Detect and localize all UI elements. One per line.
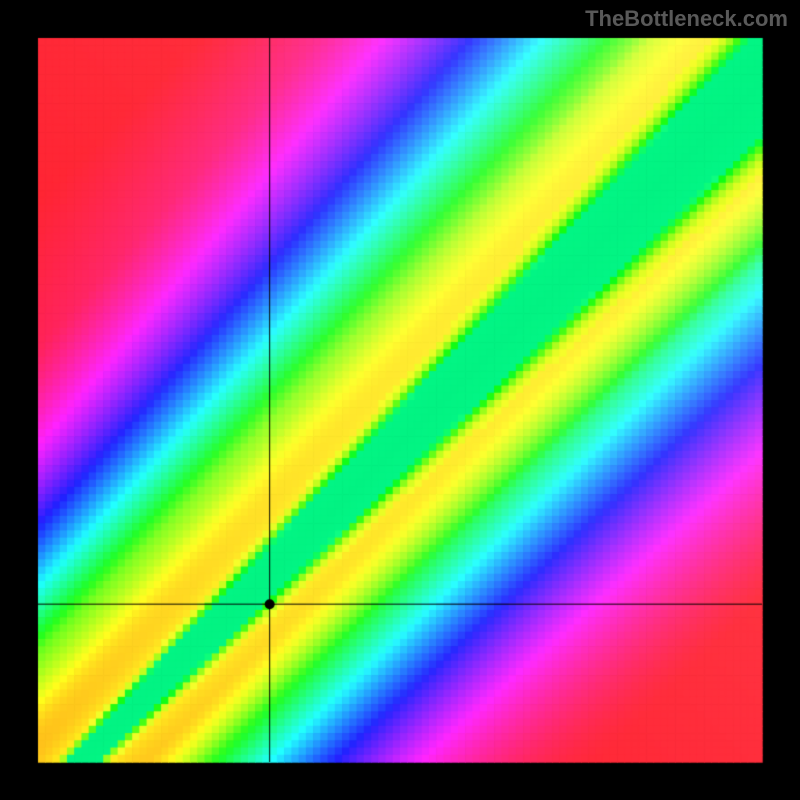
chart-container: TheBottleneck.com	[0, 0, 800, 800]
heatmap-canvas	[0, 0, 800, 800]
watermark-text: TheBottleneck.com	[585, 6, 788, 32]
